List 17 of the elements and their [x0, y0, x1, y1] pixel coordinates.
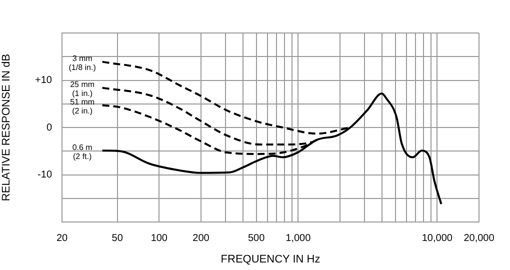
y-tick-label: -10 — [38, 170, 52, 180]
y-tick-label: 0 — [46, 122, 52, 134]
x-tick-label: 500 — [248, 232, 266, 244]
x-axis-title: FREQUENCY IN Hz — [220, 253, 320, 266]
x-tick-label: 20 — [56, 232, 68, 244]
series-label: 3 mm (1/8 in.) — [68, 54, 96, 72]
y-tick-label: +10 — [35, 75, 52, 86]
x-tick-label: 100 — [150, 232, 168, 244]
y-axis-title: RELATIVE RESPONSE IN dB — [0, 54, 13, 202]
x-tick-label: 10,000 — [422, 232, 453, 244]
x-tick-label: 1,000 — [286, 232, 312, 244]
series-label: 25 mm (1 in.) — [70, 80, 95, 98]
x-tick-label: 20,000 — [464, 232, 495, 244]
x-tick-label: 200 — [192, 232, 210, 244]
series-label: 51 mm (2 in.) — [70, 97, 95, 116]
series-label: 0.6 m (2 ft.) — [72, 142, 93, 161]
x-tick-label: 50 — [112, 232, 124, 244]
